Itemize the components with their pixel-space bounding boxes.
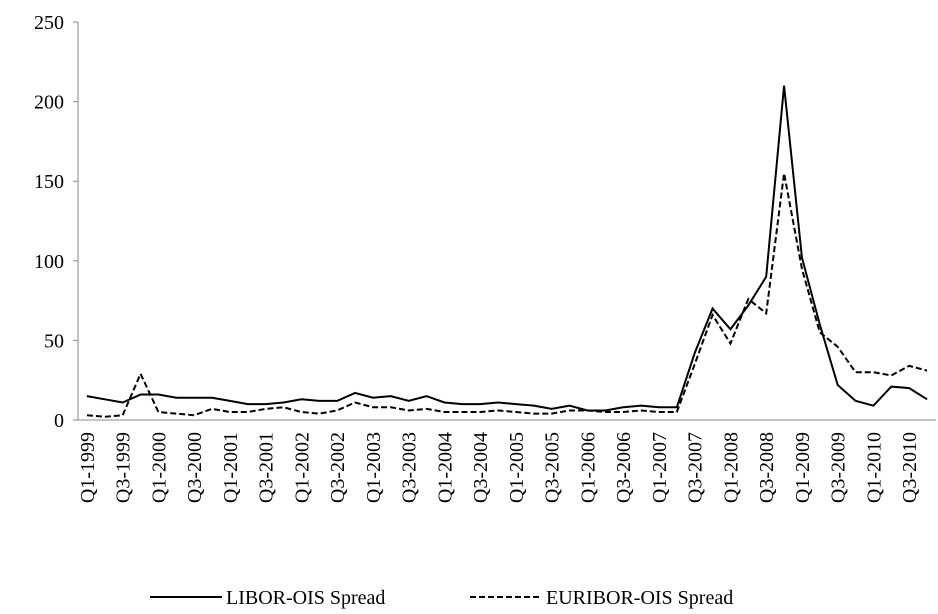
x-tick-label: Q1-1999 xyxy=(77,432,99,503)
x-tick-label: Q3-2003 xyxy=(399,432,421,503)
x-tick-label: Q1-2007 xyxy=(649,432,671,503)
line xyxy=(86,173,928,418)
legend-label: LIBOR-OIS Spread xyxy=(226,587,385,609)
y-tick-label: 0 xyxy=(54,410,64,432)
x-tick-label: Q1-2006 xyxy=(577,432,599,503)
x-tick-label: Q3-2006 xyxy=(613,432,635,503)
x-tick-label: Q3-2001 xyxy=(256,432,278,503)
y-tick-label: 200 xyxy=(34,92,64,114)
x-tick-label: Q3-1999 xyxy=(113,432,135,503)
x-tick-label: Q3-2009 xyxy=(828,432,850,503)
x-tick-label: Q3-2002 xyxy=(327,432,349,503)
y-tick-label: 250 xyxy=(34,12,64,34)
x-tick-label: Q1-2009 xyxy=(792,432,814,503)
x-tick-label: Q1-2005 xyxy=(506,432,528,503)
x-tick-label: Q3-2004 xyxy=(470,432,492,503)
line xyxy=(86,85,928,412)
x-tick-label: Q3-2005 xyxy=(542,432,564,503)
x-tick-label: Q3-2007 xyxy=(685,432,707,503)
legend-label: EURIBOR-OIS Spread xyxy=(546,587,733,609)
x-tick-label: Q1-2008 xyxy=(720,432,742,503)
y-tick-label: 50 xyxy=(44,330,64,352)
x-tick-label: Q1-2001 xyxy=(220,432,242,503)
x-tick-label: Q3-2010 xyxy=(899,432,921,503)
x-tick-label: Q1-2000 xyxy=(148,432,170,503)
x-tick-label: Q1-2002 xyxy=(291,432,313,503)
x-tick-label: Q3-2000 xyxy=(184,432,206,503)
x-tick-label: Q1-2004 xyxy=(434,432,456,503)
y-tick-label: 100 xyxy=(34,251,64,273)
y-tick-label: 150 xyxy=(34,171,64,193)
x-tick-label: Q3-2008 xyxy=(756,432,778,503)
x-tick-label: Q1-2010 xyxy=(863,432,885,503)
x-tick-label: Q1-2003 xyxy=(363,432,385,503)
